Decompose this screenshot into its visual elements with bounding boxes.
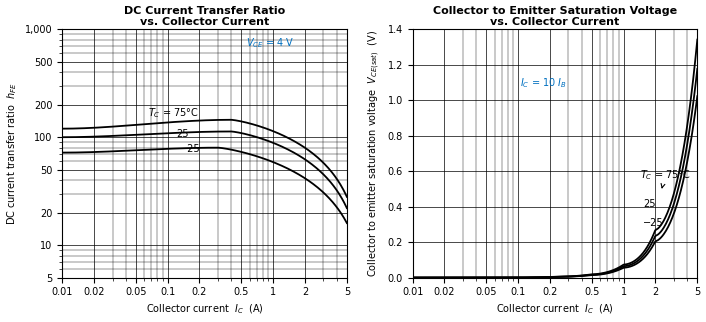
Text: −25: −25 xyxy=(180,144,201,154)
Y-axis label: DC current transfer ratio  $h_{FE}$: DC current transfer ratio $h_{FE}$ xyxy=(6,82,19,225)
Y-axis label: Collector to emitter saturation voltage  $V_{CE(sat)}$  (V): Collector to emitter saturation voltage … xyxy=(366,30,382,277)
X-axis label: Collector current  $I_C$  (A): Collector current $I_C$ (A) xyxy=(145,303,263,317)
Text: $T_C$ = 75°C: $T_C$ = 75°C xyxy=(148,107,199,120)
Text: 25: 25 xyxy=(176,129,189,139)
Text: $T_C$ = 75°C: $T_C$ = 75°C xyxy=(640,168,690,188)
Text: $I_C$ = 10 $I_B$: $I_C$ = 10 $I_B$ xyxy=(520,76,568,90)
Title: Collector to Emitter Saturation Voltage
vs. Collector Current: Collector to Emitter Saturation Voltage … xyxy=(433,5,677,27)
Title: DC Current Transfer Ratio
vs. Collector Current: DC Current Transfer Ratio vs. Collector … xyxy=(124,5,285,27)
X-axis label: Collector current  $I_C$  (A): Collector current $I_C$ (A) xyxy=(496,303,614,317)
Text: 25: 25 xyxy=(642,199,655,209)
Text: −25: −25 xyxy=(642,218,664,228)
Text: $V_{CE}$ = 4 V: $V_{CE}$ = 4 V xyxy=(246,36,294,50)
